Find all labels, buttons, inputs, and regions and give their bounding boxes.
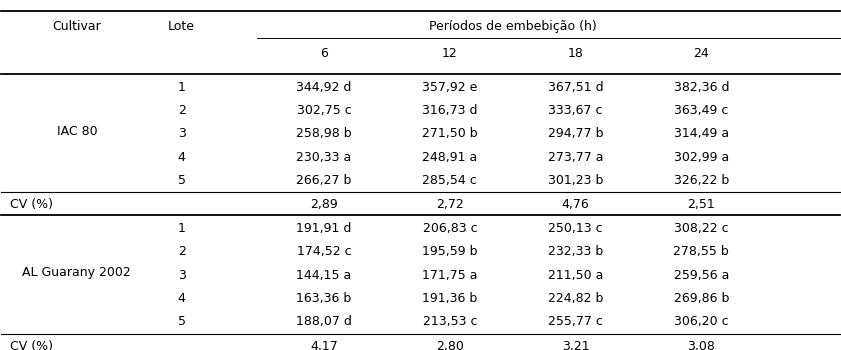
Text: CV (%): CV (%) — [10, 340, 53, 350]
Text: 273,77 a: 273,77 a — [547, 150, 603, 163]
Text: 144,15 a: 144,15 a — [297, 269, 352, 282]
Text: 174,52 c: 174,52 c — [297, 245, 352, 258]
Text: IAC 80: IAC 80 — [56, 125, 98, 138]
Text: 24: 24 — [694, 47, 709, 60]
Text: 6: 6 — [320, 47, 328, 60]
Text: 12: 12 — [442, 47, 458, 60]
Text: 3,21: 3,21 — [562, 340, 590, 350]
Text: 211,50 a: 211,50 a — [547, 269, 603, 282]
Text: AL Guarany 2002: AL Guarany 2002 — [23, 266, 131, 279]
Text: 278,55 b: 278,55 b — [674, 245, 729, 258]
Text: 5: 5 — [177, 174, 186, 187]
Text: 302,75 c: 302,75 c — [297, 104, 352, 117]
Text: 3,08: 3,08 — [687, 340, 715, 350]
Text: 357,92 e: 357,92 e — [422, 80, 478, 93]
Text: 301,23 b: 301,23 b — [547, 174, 603, 187]
Text: 2,51: 2,51 — [687, 198, 715, 211]
Text: 367,51 d: 367,51 d — [547, 80, 603, 93]
Text: 5: 5 — [177, 315, 186, 328]
Text: Lote: Lote — [168, 20, 195, 33]
Text: 316,73 d: 316,73 d — [422, 104, 478, 117]
Text: 306,20 c: 306,20 c — [674, 315, 728, 328]
Text: 333,67 c: 333,67 c — [548, 104, 603, 117]
Text: 250,13 c: 250,13 c — [548, 222, 603, 235]
Text: 363,49 c: 363,49 c — [674, 104, 728, 117]
Text: 266,27 b: 266,27 b — [296, 174, 352, 187]
Text: 1: 1 — [177, 222, 186, 235]
Text: 2,89: 2,89 — [310, 198, 338, 211]
Text: 4,17: 4,17 — [310, 340, 338, 350]
Text: 326,22 b: 326,22 b — [674, 174, 729, 187]
Text: Cultivar: Cultivar — [52, 20, 101, 33]
Text: 4: 4 — [177, 292, 186, 305]
Text: 269,86 b: 269,86 b — [674, 292, 729, 305]
Text: 163,36 b: 163,36 b — [297, 292, 352, 305]
Text: CV (%): CV (%) — [10, 198, 53, 211]
Text: 382,36 d: 382,36 d — [674, 80, 729, 93]
Text: 3: 3 — [177, 269, 186, 282]
Text: 271,50 b: 271,50 b — [422, 127, 478, 140]
Text: 191,91 d: 191,91 d — [296, 222, 352, 235]
Text: 4,76: 4,76 — [562, 198, 590, 211]
Text: 3: 3 — [177, 127, 186, 140]
Text: 4: 4 — [177, 150, 186, 163]
Text: 248,91 a: 248,91 a — [422, 150, 478, 163]
Text: 195,59 b: 195,59 b — [422, 245, 478, 258]
Text: 285,54 c: 285,54 c — [422, 174, 477, 187]
Text: 224,82 b: 224,82 b — [547, 292, 603, 305]
Text: 294,77 b: 294,77 b — [547, 127, 603, 140]
Text: 230,33 a: 230,33 a — [297, 150, 352, 163]
Text: 2,72: 2,72 — [436, 198, 463, 211]
Text: 1: 1 — [177, 80, 186, 93]
Text: 188,07 d: 188,07 d — [296, 315, 352, 328]
Text: 18: 18 — [568, 47, 584, 60]
Text: 213,53 c: 213,53 c — [422, 315, 477, 328]
Text: 344,92 d: 344,92 d — [296, 80, 352, 93]
Text: 308,22 c: 308,22 c — [674, 222, 728, 235]
Text: 255,77 c: 255,77 c — [548, 315, 603, 328]
Text: 191,36 b: 191,36 b — [422, 292, 478, 305]
Text: 206,83 c: 206,83 c — [422, 222, 477, 235]
Text: 259,56 a: 259,56 a — [674, 269, 729, 282]
Text: 302,99 a: 302,99 a — [674, 150, 729, 163]
Text: 2: 2 — [177, 104, 186, 117]
Text: Períodos de embebição (h): Períodos de embebição (h) — [429, 20, 596, 33]
Text: 2,80: 2,80 — [436, 340, 463, 350]
Text: 232,33 b: 232,33 b — [548, 245, 603, 258]
Text: 314,49 a: 314,49 a — [674, 127, 729, 140]
Text: 258,98 b: 258,98 b — [296, 127, 352, 140]
Text: 171,75 a: 171,75 a — [422, 269, 478, 282]
Text: 2: 2 — [177, 245, 186, 258]
